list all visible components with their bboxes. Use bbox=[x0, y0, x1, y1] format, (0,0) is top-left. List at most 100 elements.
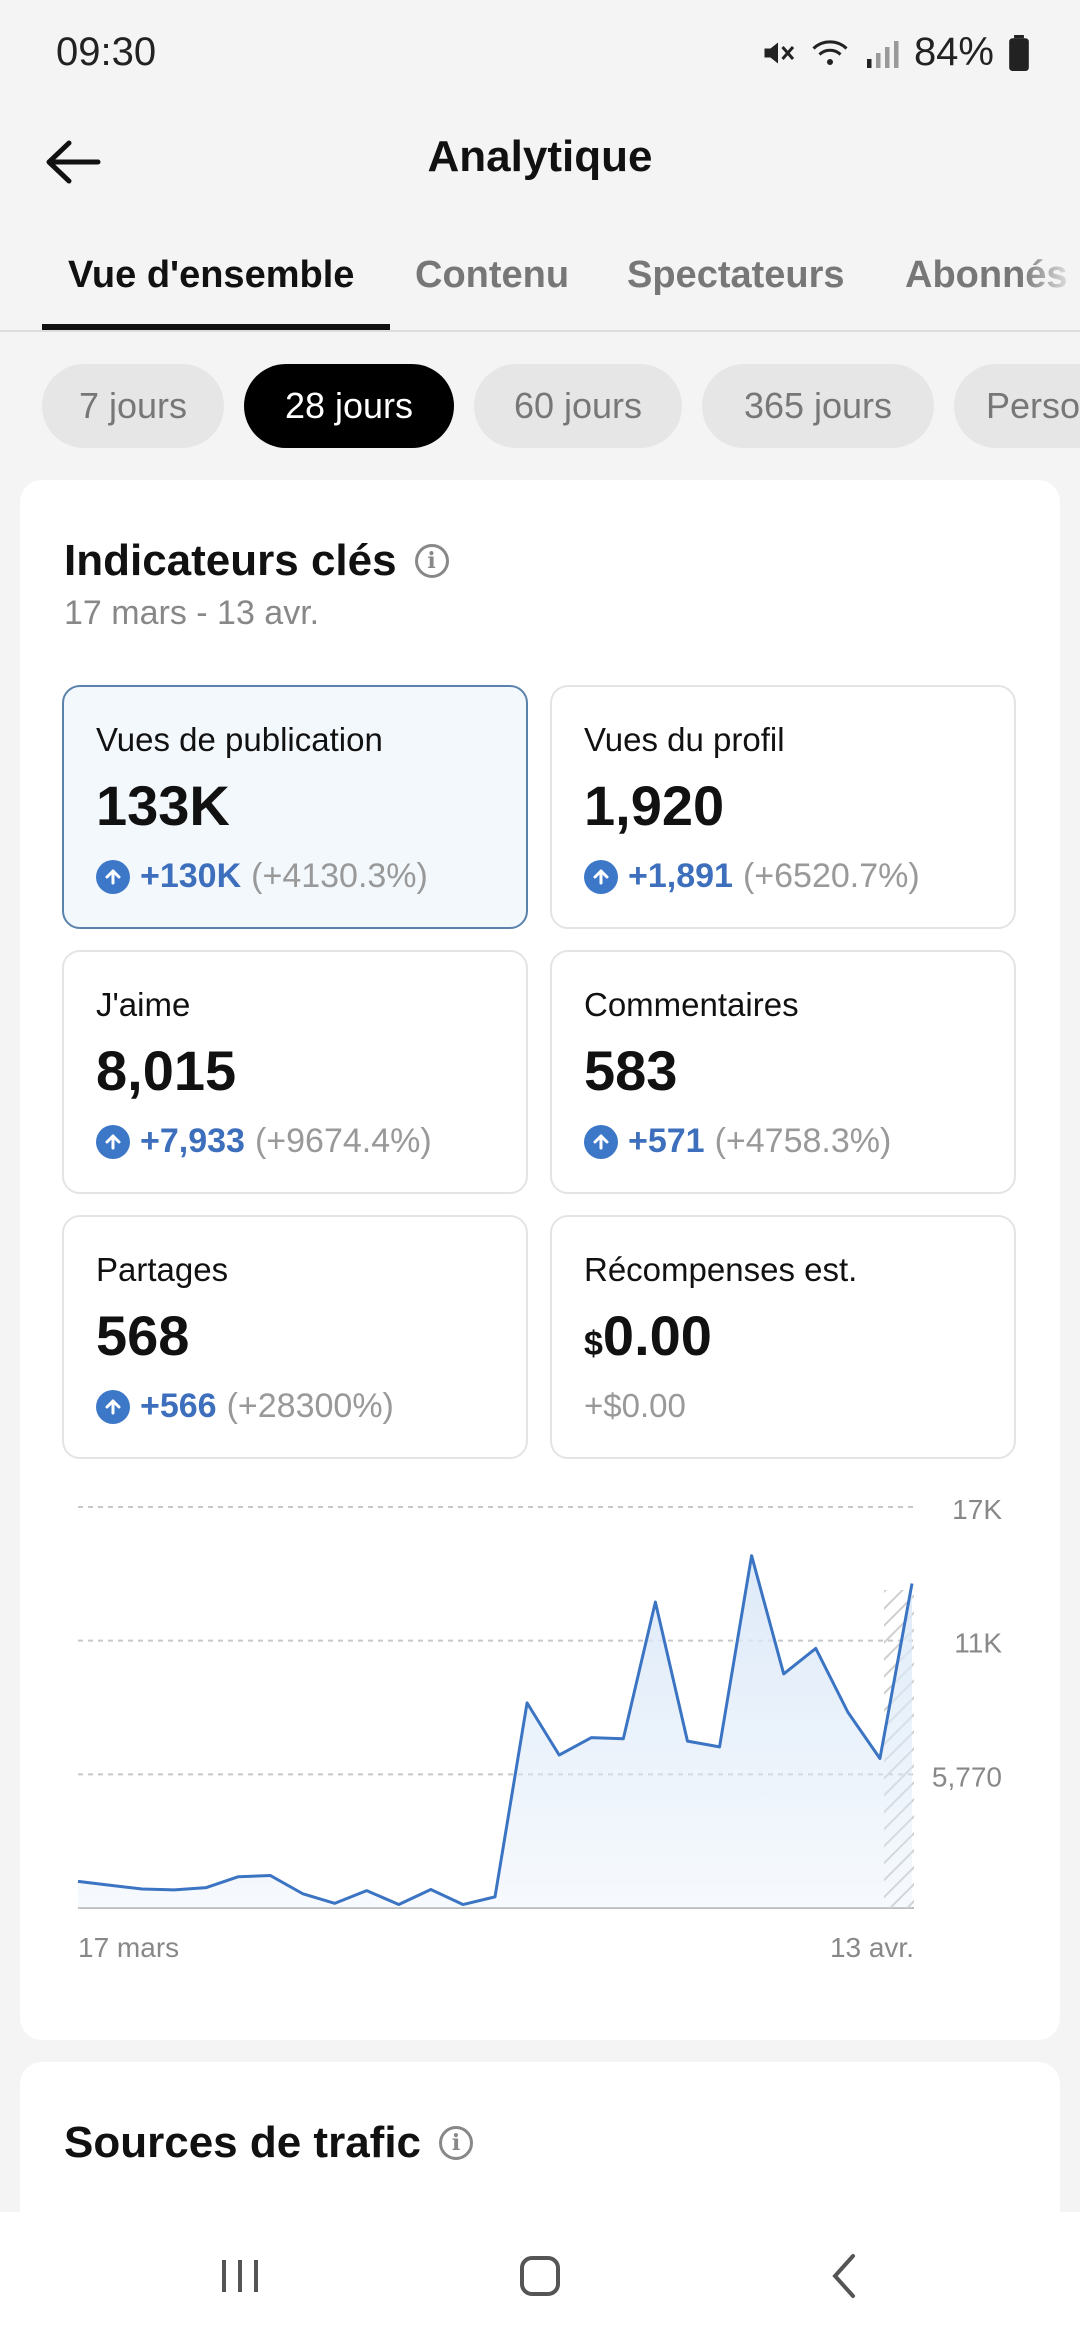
metric-shares[interactable]: Partages 568 +566 (+28300%) bbox=[62, 1215, 528, 1459]
chart-point bbox=[878, 1756, 882, 1760]
metric-delta: +130K bbox=[140, 857, 242, 895]
chart-point bbox=[910, 1581, 914, 1585]
chart-point bbox=[429, 1887, 433, 1891]
currency-symbol: $ bbox=[584, 1325, 603, 1363]
back-button[interactable] bbox=[40, 130, 104, 194]
metric-percent: (+9674.4%) bbox=[254, 1122, 432, 1160]
arrow-up-icon bbox=[584, 859, 618, 894]
post-views-chart: 17K 11K 5,770 17 mars 13 avr. bbox=[20, 1470, 1060, 1990]
chart-point bbox=[750, 1554, 754, 1558]
chart-point bbox=[846, 1710, 850, 1714]
metric-comments[interactable]: Commentaires 583 +571 (+4758.3%) bbox=[550, 950, 1016, 1194]
metric-delta: +566 bbox=[140, 1387, 217, 1425]
chart-point bbox=[172, 1888, 176, 1892]
metric-value: 8,015 bbox=[96, 1039, 237, 1102]
chart-point bbox=[718, 1745, 722, 1749]
metric-percent: (+6520.7%) bbox=[742, 857, 920, 895]
back-system-button[interactable] bbox=[815, 2246, 875, 2306]
key-indicators-title-text: Indicateurs clés bbox=[64, 536, 397, 585]
info-icon[interactable]: i bbox=[414, 544, 449, 578]
chart-area bbox=[78, 1555, 912, 1908]
status-icons: 84% bbox=[760, 30, 1030, 75]
chart-point bbox=[814, 1646, 818, 1650]
chart-point bbox=[365, 1889, 369, 1893]
traffic-sources-title: Sources de trafic i bbox=[64, 2118, 474, 2168]
mute-icon bbox=[760, 35, 796, 71]
metric-value: 133K bbox=[96, 774, 230, 837]
chart-point bbox=[204, 1886, 208, 1890]
info-icon[interactable]: i bbox=[439, 2126, 474, 2160]
x-tick-label: 17 mars bbox=[78, 1932, 179, 1963]
status-time: 09:30 bbox=[56, 30, 157, 74]
metric-delta: +571 bbox=[628, 1122, 705, 1160]
battery-icon bbox=[1008, 34, 1030, 71]
back-chevron-icon bbox=[832, 2254, 855, 2298]
period-60-days[interactable]: 60 jours bbox=[474, 364, 682, 448]
metric-post-views[interactable]: Vues de publication 133K +130K (+4130.3%… bbox=[62, 685, 528, 929]
chart-point bbox=[557, 1753, 561, 1757]
home-button[interactable] bbox=[510, 2246, 570, 2306]
metric-label: Vues du profil bbox=[584, 721, 785, 758]
x-tick-label: 13 avr. bbox=[830, 1932, 914, 1963]
metric-value: 583 bbox=[584, 1039, 678, 1102]
tab-viewers[interactable]: Spectateurs bbox=[627, 254, 845, 296]
arrow-up-icon bbox=[584, 1124, 618, 1159]
metric-label: Récompenses est. bbox=[584, 1251, 858, 1288]
active-tab-indicator bbox=[42, 324, 390, 330]
key-indicators-card: Indicateurs clés i 17 mars - 13 avr. Vue… bbox=[20, 480, 1060, 2040]
signal-icon bbox=[864, 35, 900, 71]
metric-change: +7,933 (+9674.4%) bbox=[96, 1122, 432, 1161]
chart-point bbox=[525, 1701, 529, 1705]
metric-change: +571 (+4758.3%) bbox=[584, 1122, 891, 1161]
chart-point bbox=[653, 1600, 657, 1604]
tab-content[interactable]: Contenu bbox=[415, 254, 570, 296]
tab-bar: Vue d'ensemble Contenu Spectateurs Abonn… bbox=[0, 232, 1080, 332]
recents-button[interactable] bbox=[210, 2246, 270, 2306]
chart-point bbox=[268, 1874, 272, 1878]
metric-estimated-rewards[interactable]: Récompenses est. $0.00 +$0.00 bbox=[550, 1215, 1016, 1459]
arrow-up-icon bbox=[96, 1389, 130, 1424]
metric-change: +566 (+28300%) bbox=[96, 1387, 394, 1426]
metric-value: 1,920 bbox=[584, 774, 725, 837]
tab-overview[interactable]: Vue d'ensemble bbox=[68, 254, 355, 296]
date-range: 17 mars - 13 avr. bbox=[64, 594, 320, 632]
chart-point bbox=[685, 1739, 689, 1743]
period-custom[interactable]: Personnalisé bbox=[954, 364, 1080, 448]
chart-point bbox=[236, 1875, 240, 1879]
chart-point bbox=[76, 1879, 80, 1883]
chart-point bbox=[589, 1736, 593, 1740]
metric-profile-views[interactable]: Vues du profil 1,920 +1,891 (+6520.7%) bbox=[550, 685, 1016, 929]
home-icon bbox=[520, 2256, 560, 2296]
period-selector: 7 jours 28 jours 60 jours 365 jours Pers… bbox=[0, 364, 1080, 450]
metric-change: +130K (+4130.3%) bbox=[96, 857, 428, 896]
traffic-sources-title-text: Sources de trafic bbox=[64, 2118, 422, 2167]
metric-label: J'aime bbox=[96, 986, 191, 1023]
period-28-days[interactable]: 28 jours bbox=[244, 364, 454, 448]
wifi-icon bbox=[810, 35, 850, 71]
key-indicators-title: Indicateurs clés i bbox=[64, 536, 449, 586]
metric-percent: (+4130.3%) bbox=[251, 857, 428, 895]
recents-icon bbox=[222, 2260, 258, 2292]
chart-svg: 17K 11K 5,770 17 mars 13 avr. bbox=[76, 1494, 1002, 1963]
y-tick-label: 5,770 bbox=[932, 1761, 1002, 1792]
chart-point bbox=[397, 1903, 401, 1907]
metric-delta: +$0.00 bbox=[584, 1387, 686, 1424]
y-tick-label: 17K bbox=[952, 1494, 1002, 1525]
chart-point bbox=[108, 1883, 112, 1887]
metric-delta: +1,891 bbox=[628, 857, 733, 895]
metric-likes[interactable]: J'aime 8,015 +7,933 (+9674.4%) bbox=[62, 950, 528, 1194]
chart-point bbox=[782, 1672, 786, 1676]
chart-point bbox=[333, 1901, 337, 1905]
metric-delta: +7,933 bbox=[140, 1122, 245, 1160]
metric-percent: (+28300%) bbox=[226, 1387, 394, 1425]
period-7-days[interactable]: 7 jours bbox=[42, 364, 224, 448]
page-title: Analytique bbox=[427, 132, 653, 181]
tab-fade bbox=[1020, 232, 1080, 330]
metric-label: Vues de publication bbox=[96, 721, 383, 758]
metric-label: Commentaires bbox=[584, 986, 799, 1023]
period-365-days[interactable]: 365 jours bbox=[702, 364, 934, 448]
metric-label: Partages bbox=[96, 1251, 229, 1288]
chart-point bbox=[301, 1892, 305, 1896]
arrow-up-icon bbox=[96, 859, 130, 894]
top-bar: Analytique bbox=[0, 110, 1080, 210]
